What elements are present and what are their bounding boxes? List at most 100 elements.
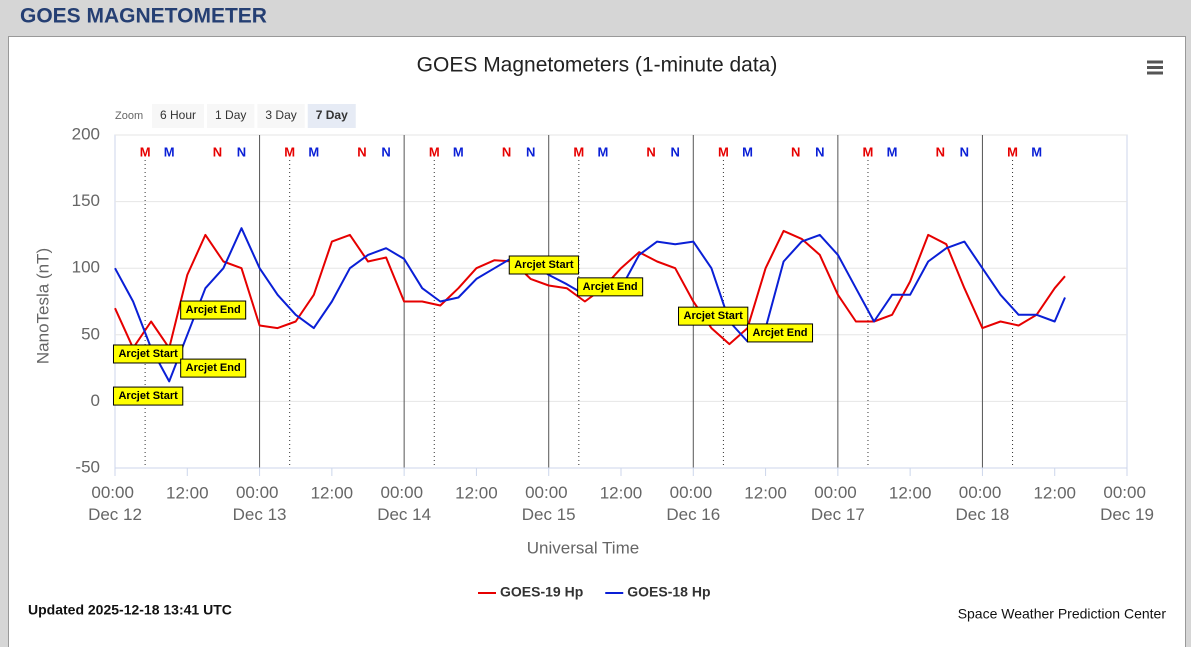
annotation-label: Arcjet End xyxy=(753,327,808,339)
x-tick-time: 00:00 xyxy=(525,483,572,502)
marker-label: M xyxy=(284,144,295,159)
marker-label: N xyxy=(526,144,535,159)
x-tick-label: 12:00 xyxy=(600,483,643,502)
y-tick-label: 200 xyxy=(72,124,100,143)
annotation: Arcjet End xyxy=(180,358,247,378)
marker-label: M xyxy=(863,144,874,159)
x-tick-label: 12:00 xyxy=(455,483,498,502)
annotation-label: Arcjet End xyxy=(186,304,241,316)
marker-label: N xyxy=(646,144,655,159)
x-tick-label: 12:00 xyxy=(166,483,209,502)
marker-label: N xyxy=(791,144,800,159)
x-tick-label: 12:00 xyxy=(1033,483,1076,502)
zoom-button[interactable]: 7 Day xyxy=(307,104,356,128)
y-axis-title: NanoTesla (nT) xyxy=(33,248,52,364)
y-tick-label: 50 xyxy=(81,324,100,343)
zoom-button-label: 6 Hour xyxy=(160,108,196,122)
annotation-box xyxy=(180,358,247,378)
legend-label[interactable]: GOES-19 Hp xyxy=(500,584,583,600)
x-tick-time: 00:00 xyxy=(670,483,717,502)
chart-title: GOES Magnetometers (1-minute data) xyxy=(417,54,778,77)
x-tick-label: 00:00 Dec 18 xyxy=(955,483,1009,524)
x-tick-label: 00:00 Dec 14 xyxy=(377,483,431,524)
annotation-box xyxy=(678,306,749,326)
y-tick-label: 100 xyxy=(72,258,100,277)
x-tick-date: Dec 13 xyxy=(233,505,287,524)
y-tick-label: 150 xyxy=(72,191,100,210)
x-tick-time: 00:00 xyxy=(959,483,1006,502)
annotation-label: Arcjet Start xyxy=(684,310,744,322)
marker-label: M xyxy=(742,144,753,159)
x-tick-time: 00:00 xyxy=(381,483,428,502)
x-tick-label: 00:00 Dec 13 xyxy=(233,483,287,524)
zoom-button-label: 3 Day xyxy=(265,108,296,122)
x-tick-label: 00:00 Dec 19 xyxy=(1100,483,1154,524)
zoom-label: Zoom xyxy=(115,110,143,122)
x-axis-title: Universal Time xyxy=(527,538,639,557)
annotation: Arcjet End xyxy=(747,323,814,343)
annotation: Arcjet Start xyxy=(112,344,184,364)
marker-label: N xyxy=(502,144,511,159)
marker-label: M xyxy=(164,144,175,159)
page-header: GOES MAGNETOMETER xyxy=(20,5,267,28)
zoom-button-bg xyxy=(307,104,356,128)
annotation-box xyxy=(508,255,580,275)
annotation-box xyxy=(112,386,184,406)
annotation-label: Arcjet Start xyxy=(118,390,178,402)
zoom-button-label: 7 Day xyxy=(316,108,348,122)
x-tick-label: 12:00 xyxy=(744,483,787,502)
x-tick-time: 00:00 xyxy=(91,483,138,502)
chart-panel xyxy=(8,36,1186,647)
legend-label[interactable]: GOES-18 Hp xyxy=(627,584,710,600)
annotation-label: Arcjet End xyxy=(186,362,241,374)
annotation-box xyxy=(577,277,644,297)
marker-label: M xyxy=(140,144,151,159)
x-tick-date: Dec 18 xyxy=(955,505,1009,524)
annotation-label: Arcjet Start xyxy=(118,348,178,360)
annotation-label: Arcjet End xyxy=(583,281,638,293)
marker-label: M xyxy=(1031,144,1042,159)
y-tick-label: 0 xyxy=(91,391,100,410)
x-tick-label: 12:00 xyxy=(889,483,932,502)
x-tick-time: 00:00 xyxy=(1103,483,1150,502)
zoom-button-bg xyxy=(207,104,255,128)
zoom-button-bg xyxy=(257,104,305,128)
credit: Space Weather Prediction Center xyxy=(958,606,1167,622)
marker-label: N xyxy=(237,144,246,159)
x-tick-label: 12:00 xyxy=(311,483,354,502)
x-tick-time: 00:00 xyxy=(814,483,861,502)
annotation: Arcjet Start xyxy=(112,386,184,406)
x-tick-time: 00:00 xyxy=(236,483,283,502)
zoom-button-label: 1 Day xyxy=(215,108,246,122)
annotation-box xyxy=(747,323,814,343)
annotation-label: Arcjet Start xyxy=(514,259,574,271)
x-tick-label: 00:00 Dec 17 xyxy=(811,483,865,524)
annotation: Arcjet End xyxy=(180,300,247,320)
zoom-button[interactable]: 1 Day xyxy=(207,104,255,128)
x-tick-date: Dec 12 xyxy=(88,505,142,524)
zoom-button[interactable]: 3 Day xyxy=(257,104,305,128)
x-tick-label: 00:00 Dec 16 xyxy=(666,483,720,524)
annotation: Arcjet Start xyxy=(678,306,749,326)
marker-label: N xyxy=(381,144,390,159)
marker-label: M xyxy=(1007,144,1018,159)
marker-label: N xyxy=(213,144,222,159)
y-tick-label: -50 xyxy=(75,457,100,476)
x-tick-label: 00:00 Dec 12 xyxy=(88,483,142,524)
marker-label: M xyxy=(598,144,609,159)
marker-label: N xyxy=(671,144,680,159)
x-tick-date: Dec 15 xyxy=(522,505,576,524)
marker-label: M xyxy=(573,144,584,159)
menu-button[interactable] xyxy=(1140,54,1170,80)
marker-label: N xyxy=(936,144,945,159)
annotation: Arcjet End xyxy=(577,277,644,297)
x-tick-label: 00:00 Dec 15 xyxy=(522,483,576,524)
x-tick-date: Dec 16 xyxy=(666,505,720,524)
annotation-box xyxy=(180,300,247,320)
marker-label: N xyxy=(357,144,366,159)
marker-label: M xyxy=(887,144,898,159)
zoom-button[interactable]: 6 Hour xyxy=(152,104,205,128)
marker-label: N xyxy=(815,144,824,159)
